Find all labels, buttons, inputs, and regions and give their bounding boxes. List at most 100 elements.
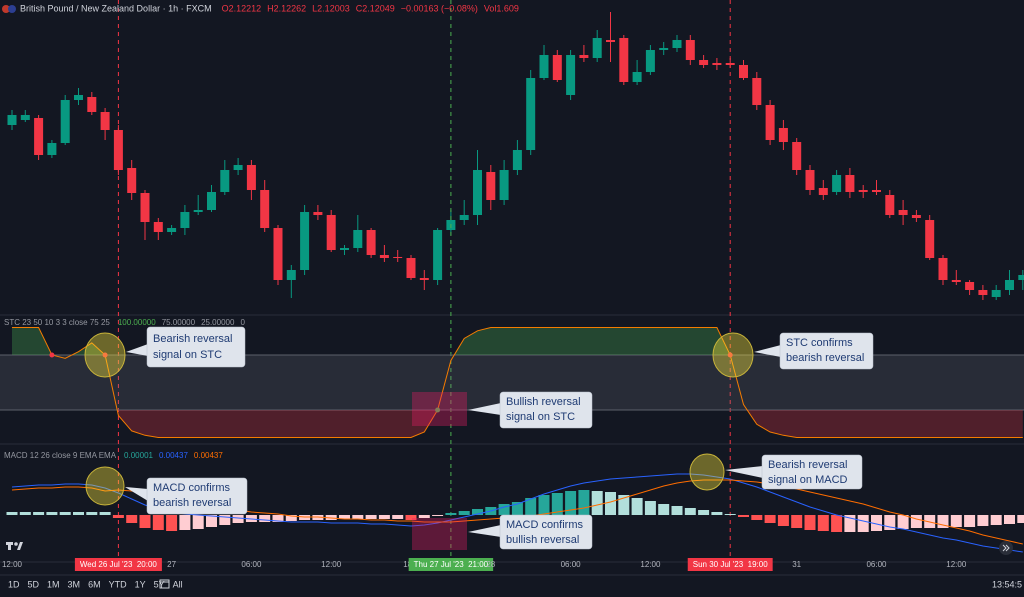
histogram-bar: [831, 515, 843, 532]
candle-body: [752, 78, 762, 105]
clock: 13:54:5: [992, 579, 1022, 589]
range-button[interactable]: 1M: [47, 579, 60, 589]
candle-body: [991, 290, 1001, 297]
histogram-bar: [46, 512, 58, 515]
histogram-bar: [59, 512, 71, 515]
range-button[interactable]: 5D: [28, 579, 40, 589]
histogram-bar: [166, 515, 178, 531]
callout-pointer: [468, 403, 501, 415]
histogram-bar: [751, 515, 763, 520]
histogram-bar: [711, 512, 723, 515]
histogram-bar: [6, 512, 18, 515]
range-button[interactable]: 1D: [8, 579, 20, 589]
histogram-bar: [405, 515, 417, 520]
x-tick-label: 28: [486, 560, 495, 569]
x-tick-highlight: [408, 558, 494, 571]
histogram-bar: [472, 509, 483, 515]
callout-pointer: [126, 344, 148, 356]
range-button[interactable]: 3M: [68, 579, 81, 589]
histogram-bar: [698, 510, 710, 515]
range-button[interactable]: All: [173, 579, 183, 589]
candle-body: [778, 128, 788, 142]
histogram-bar: [206, 515, 217, 527]
callout-pointer: [754, 345, 781, 357]
histogram-bar: [272, 515, 284, 522]
candle-body: [606, 40, 615, 42]
range-button[interactable]: 1Y: [135, 579, 146, 589]
x-tick-highlight: [74, 558, 162, 571]
candle-body: [300, 212, 310, 270]
candle-body: [326, 215, 336, 250]
candle-body: [685, 40, 695, 60]
histogram-bar: [871, 515, 882, 531]
candle-body: [526, 78, 536, 150]
callout-box: [499, 391, 593, 429]
histogram-bar: [73, 512, 84, 515]
histogram-bar: [511, 502, 523, 515]
histogram-bar: [19, 512, 31, 515]
range-button[interactable]: 6M: [88, 579, 101, 589]
indicator-values: 100.00000 75.00000 25.00000 0: [118, 318, 246, 327]
candle-body: [7, 115, 17, 125]
above-fill: [12, 327, 1023, 355]
indicator-value: 100.00000: [118, 318, 156, 327]
candle-body: [433, 230, 443, 280]
histogram-bar: [232, 515, 244, 523]
histogram-bar: [791, 515, 803, 528]
candle-body: [406, 258, 416, 278]
candle-body: [193, 210, 203, 212]
candle-body: [592, 38, 602, 58]
candle-body: [672, 40, 682, 48]
candle-body: [499, 170, 509, 200]
histogram-bar: [219, 515, 231, 525]
indicator-value: 0.00001: [124, 451, 153, 460]
x-tick-label: 06:00: [241, 560, 262, 569]
histogram-bar: [844, 515, 856, 532]
histogram-bar: [1004, 515, 1015, 524]
indicator-values: 0.00001 0.00437 0.00437: [124, 451, 223, 460]
callout-text: Bearish reversal: [768, 459, 847, 471]
candle-body: [180, 212, 190, 228]
x-tick-label: Sun 30 Jul '23 19:00: [693, 560, 768, 569]
symbol-icon: [2, 5, 10, 13]
quote-value: L2.12003: [312, 3, 350, 13]
candle-body: [539, 55, 549, 78]
candle-body: [34, 118, 44, 155]
candle-body: [246, 165, 256, 190]
candle-body: [74, 95, 83, 100]
candle-body: [233, 165, 243, 170]
quote-value: H2.12262: [267, 3, 306, 13]
highlight-ellipse: [712, 332, 754, 378]
range-button[interactable]: YTD: [109, 579, 128, 589]
candle-body: [739, 65, 748, 78]
candle-body: [419, 278, 429, 280]
histogram-bar: [525, 498, 537, 515]
highlight-ellipse: [689, 453, 725, 491]
callout-text: bearish reversal: [153, 497, 231, 509]
histogram-bar: [139, 515, 151, 528]
candle-body: [832, 175, 842, 192]
scroll-button[interactable]: [999, 541, 1013, 555]
callout-text: signal on STC: [506, 411, 575, 423]
highlight-ellipse: [84, 332, 126, 378]
calendar-icon[interactable]: [159, 579, 170, 589]
candle-body: [898, 210, 908, 215]
candle-body: [87, 97, 97, 112]
symbol-icon: [8, 5, 16, 13]
histogram-bar: [684, 508, 696, 515]
indicator-value: 25.00000: [201, 318, 235, 327]
symbol-title: British Pound / New Zealand Dollar · 1h …: [20, 3, 212, 13]
x-tick-highlight: [687, 558, 773, 571]
range-button[interactable]: 5Y: [154, 579, 165, 589]
highlight-ellipse: [85, 466, 125, 506]
histogram-bar: [644, 501, 656, 515]
candle-body: [459, 215, 469, 220]
callout-text: bearish reversal: [786, 352, 864, 364]
candle-body: [486, 172, 496, 200]
annotations: Bearish reversal signal on STC Bullish r…: [84, 326, 874, 550]
histogram-bar: [365, 515, 377, 519]
histogram-bar: [565, 491, 577, 515]
candle-body: [805, 170, 815, 190]
histogram-bar: [950, 515, 962, 527]
candle-body: [1005, 280, 1014, 290]
